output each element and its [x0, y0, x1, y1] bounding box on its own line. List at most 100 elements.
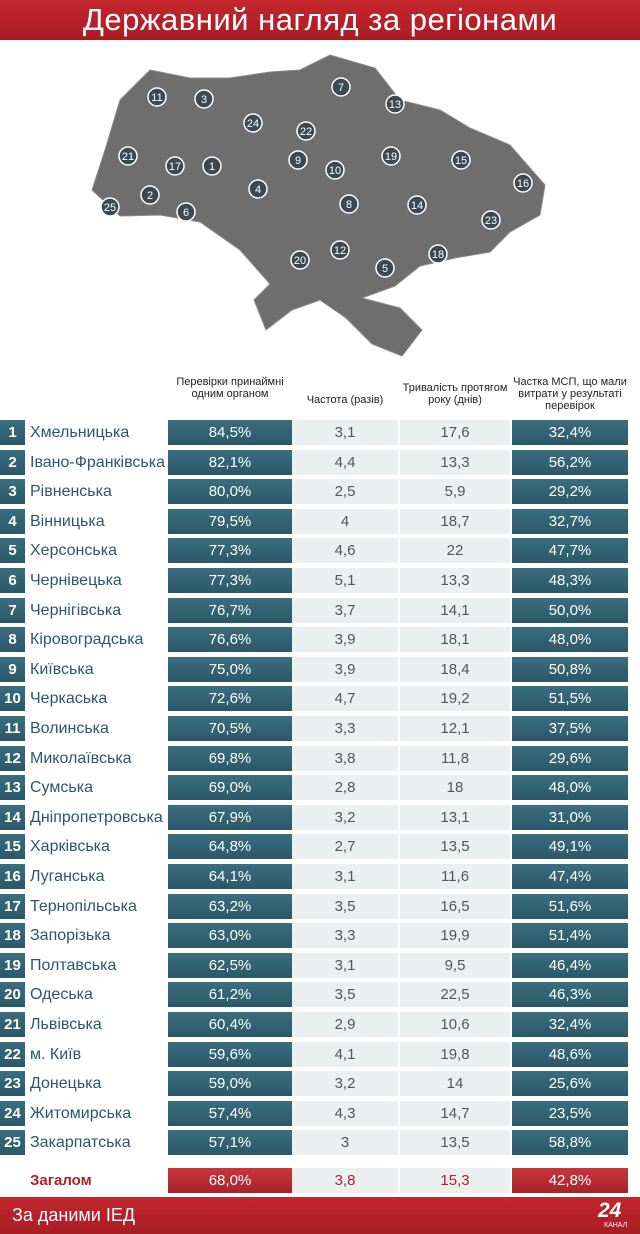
marker-circle: [296, 121, 316, 141]
marker-label: 10: [329, 165, 341, 177]
cell: 14,1: [400, 597, 510, 623]
rank: 19: [0, 952, 25, 978]
rank: 17: [0, 893, 25, 919]
rank: 18: [0, 923, 25, 949]
cell: 16,5: [400, 893, 510, 919]
marker-circle: [243, 113, 263, 133]
rank: 9: [0, 656, 25, 682]
cell: 3,3: [292, 716, 398, 741]
cell: 48,0%: [512, 775, 628, 801]
cell: 4,1: [292, 1041, 398, 1067]
cell: 77,3%: [168, 538, 292, 564]
cell: 3,5: [292, 982, 398, 1008]
region-name: Харківська: [30, 838, 110, 856]
rank: 24: [0, 1100, 25, 1126]
cell: 49,1%: [512, 834, 628, 860]
cell: 72,6%: [168, 686, 292, 712]
rank: 3: [0, 479, 25, 505]
cell: 18: [400, 775, 510, 801]
marker-circle: [451, 150, 471, 170]
cell: 13,3: [400, 568, 510, 593]
footer: За даними ІЕД 24 КАНАЛ: [0, 1197, 640, 1234]
title: Державний нагляд за регіонами: [0, 0, 640, 40]
marker-circle: [100, 197, 120, 217]
column-header: Частка МСП, що мали витрати у результаті…: [513, 376, 627, 412]
cell: 48,0%: [512, 627, 628, 653]
marker-label: 7: [338, 82, 344, 94]
total-cell: 68,0%: [168, 1168, 292, 1193]
total-label: Загалом: [30, 1172, 92, 1189]
rank: 7: [0, 597, 25, 623]
cell: 37,5%: [512, 716, 628, 741]
cell: 69,8%: [168, 745, 292, 771]
marker-label: 16: [517, 178, 529, 190]
region-name: Полтавська: [30, 956, 117, 974]
table: Перевірки принаймні одним органом Частота…: [0, 372, 640, 1197]
cell: 82,1%: [168, 449, 292, 475]
marker-circle: [194, 89, 214, 109]
cell: 18,1: [400, 627, 510, 653]
cell: 3,5: [292, 893, 398, 919]
marker-label: 23: [485, 215, 497, 227]
cell: 13,5: [400, 1130, 510, 1156]
marker-label: 3: [201, 94, 207, 106]
marker-label: 22: [300, 126, 312, 138]
cell: 51,5%: [512, 686, 628, 712]
marker-label: 20: [294, 255, 306, 267]
cell: 59,0%: [168, 1071, 292, 1097]
rank: 25: [0, 1130, 25, 1156]
column-header: Перевірки принаймні одним органом: [176, 376, 284, 400]
cell: 25,6%: [512, 1071, 628, 1097]
marker-circle: [147, 87, 167, 107]
cell: 4,6: [292, 538, 398, 564]
region-name: Херсонська: [30, 542, 117, 560]
cell: 2,5: [292, 479, 398, 505]
region-name: Волинська: [30, 720, 109, 737]
marker-label: 13: [389, 99, 401, 111]
marker-label: 18: [432, 249, 444, 261]
cell: 4,7: [292, 686, 398, 712]
cell: 2,7: [292, 834, 398, 860]
marker-circle: [140, 185, 160, 205]
cell: 3,1: [292, 420, 398, 445]
marker-label: 21: [122, 151, 134, 163]
cell: 32,7%: [512, 508, 628, 534]
cell: 47,7%: [512, 538, 628, 564]
marker-circle: [407, 195, 427, 215]
rank: 2: [0, 449, 25, 475]
total-cell: 15,3: [400, 1168, 510, 1193]
cell: 79,5%: [168, 508, 292, 534]
cell: 3,1: [292, 952, 398, 978]
column-header: Тривалість протягом року (днів): [402, 382, 508, 406]
marker-circle: [513, 173, 533, 193]
marker-label: 5: [382, 263, 388, 275]
cell: 63,0%: [168, 923, 292, 949]
cell: 19,8: [400, 1041, 510, 1067]
rank: 23: [0, 1071, 25, 1097]
cell: 76,6%: [168, 627, 292, 653]
region-name: Сумська: [30, 779, 93, 797]
cell: 50,8%: [512, 656, 628, 682]
region-name: Запорізька: [30, 927, 111, 945]
region-name: Хмельницька: [30, 424, 130, 441]
cell: 47,4%: [512, 864, 628, 889]
cell: 4,3: [292, 1100, 398, 1126]
rank: 12: [0, 745, 25, 771]
rank: 4: [0, 508, 25, 534]
marker-circle: [202, 156, 222, 176]
rank: 13: [0, 775, 25, 801]
cell: 46,3%: [512, 982, 628, 1008]
logo-caption: КАНАЛ: [604, 1222, 628, 1229]
marker-circle: [165, 156, 185, 176]
marker-label: 8: [346, 199, 352, 211]
cell: 84,5%: [168, 420, 292, 445]
marker-circle: [381, 146, 401, 166]
region-name: Одеська: [30, 986, 93, 1004]
cell: 23,5%: [512, 1100, 628, 1126]
marker-label: 6: [183, 207, 189, 219]
rank: 1: [0, 420, 25, 445]
region-name: Чернівецька: [30, 572, 122, 589]
region-name: Київська: [30, 660, 94, 678]
cell: 4: [292, 508, 398, 534]
